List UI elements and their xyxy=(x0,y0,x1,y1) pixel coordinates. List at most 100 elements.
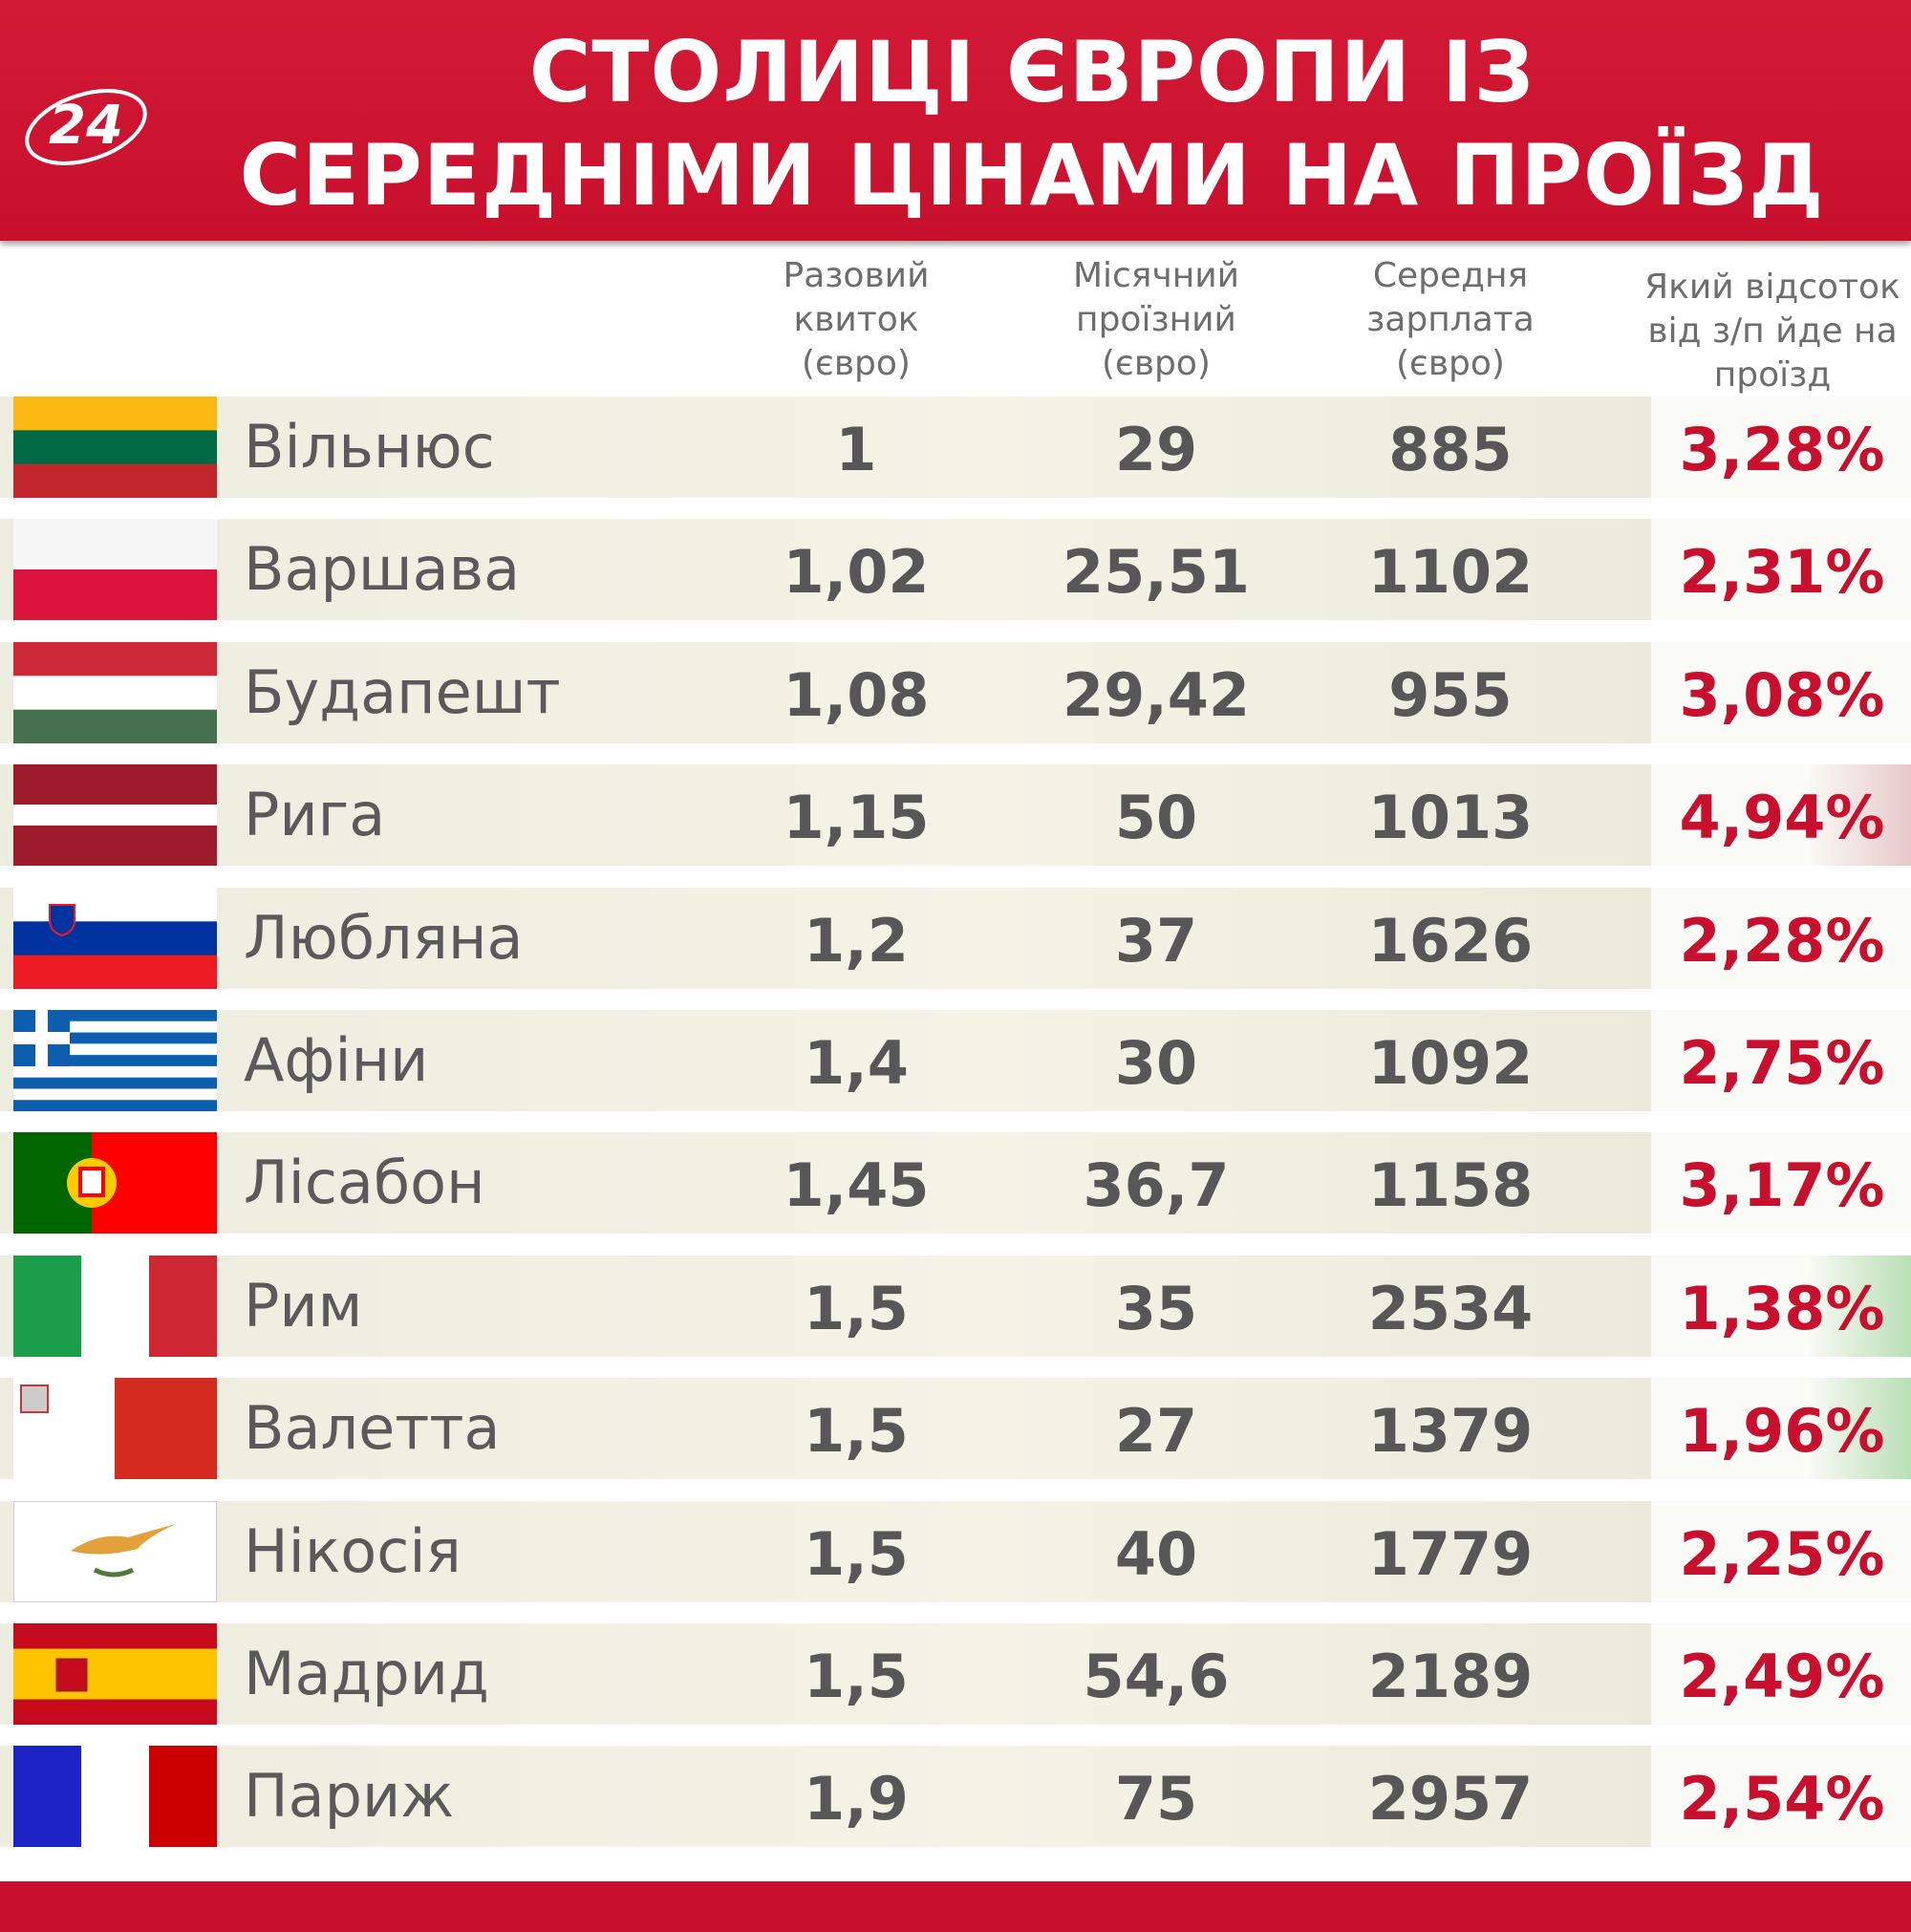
column-header-line: Місячний xyxy=(1072,256,1240,295)
row-background xyxy=(0,764,1651,867)
percent-value: 4,94% xyxy=(1679,783,1885,853)
cell-value: 1013 xyxy=(1367,783,1534,853)
cell-value: 2189 xyxy=(1367,1642,1534,1711)
flag xyxy=(13,1623,217,1726)
percent-background xyxy=(1651,1010,1911,1111)
row-background xyxy=(0,1132,1651,1234)
row-background xyxy=(0,519,1651,621)
logo-text: 24 xyxy=(49,95,123,157)
cell-value: 36,7 xyxy=(1083,1150,1230,1221)
cell-value: 29,42 xyxy=(1062,659,1251,730)
flag xyxy=(13,641,217,744)
percent-background xyxy=(1651,1255,1911,1357)
flag xyxy=(13,764,217,867)
column-header-line: (євро) xyxy=(1102,344,1211,383)
cell-value: 2957 xyxy=(1367,1764,1534,1835)
footer-band xyxy=(0,1881,1911,1932)
city-name: Лісабон xyxy=(244,1148,485,1218)
logo: 24 xyxy=(25,89,147,165)
cell-value: 1779 xyxy=(1367,1518,1534,1589)
column-header-line: проїзний xyxy=(1076,300,1236,339)
cell-value: 54,6 xyxy=(1083,1642,1230,1711)
cell-value: 1379 xyxy=(1367,1396,1534,1467)
cell-value: 1,5 xyxy=(804,1518,909,1589)
cell-value: 27 xyxy=(1114,1396,1198,1467)
flag-image xyxy=(13,1378,217,1480)
flag-image xyxy=(13,1623,217,1726)
flag-image xyxy=(13,764,217,867)
flag xyxy=(13,1255,218,1357)
percent-value: 3,08% xyxy=(1679,659,1885,730)
flag-image xyxy=(13,887,217,990)
city-name: Нікосія xyxy=(244,1515,462,1586)
cell-value: 885 xyxy=(1388,415,1513,484)
row-background xyxy=(0,887,1651,989)
city-name: Варшава xyxy=(244,534,521,605)
flag-image xyxy=(13,519,217,621)
cell-value: 37 xyxy=(1114,905,1198,976)
city-name: Рим xyxy=(244,1270,363,1341)
cell-value: 1,45 xyxy=(783,1150,930,1221)
city-name: Мадрид xyxy=(244,1639,489,1708)
flag xyxy=(13,1378,217,1480)
percent-value: 2,28% xyxy=(1679,905,1885,976)
column-header-line: (євро) xyxy=(802,344,911,383)
flag-image xyxy=(13,1010,217,1112)
percent-value: 1,38% xyxy=(1679,1273,1885,1343)
percent-value: 2,54% xyxy=(1679,1764,1885,1835)
flag-image xyxy=(13,1132,217,1234)
percent-value: 2,31% xyxy=(1679,537,1885,608)
column-header: Середня зарплата (євро) xyxy=(1307,254,1594,386)
percent-background xyxy=(1651,641,1911,743)
city-name: Любляна xyxy=(244,902,524,973)
cell-value: 30 xyxy=(1114,1028,1198,1098)
cell-value: 40 xyxy=(1114,1518,1198,1589)
percent-background xyxy=(1651,519,1911,621)
column-header-line: Який відсоток xyxy=(1644,268,1900,307)
percent-value: 2,49% xyxy=(1679,1642,1885,1711)
column-header: Який відсоток від з/п йде на проїзд xyxy=(1629,266,1911,397)
column-header: Місячний проїзний (євро) xyxy=(1013,254,1299,386)
city-name: Афіни xyxy=(244,1025,429,1095)
city-name: Будапешт xyxy=(244,656,561,727)
cell-value: 1158 xyxy=(1367,1150,1534,1221)
cell-value: 1,9 xyxy=(804,1764,909,1835)
cell-value: 1 xyxy=(835,415,877,484)
flag-image xyxy=(13,1255,218,1357)
percent-background xyxy=(1651,887,1911,989)
column-header-line: від з/п йде на xyxy=(1647,311,1898,351)
flag-image xyxy=(13,641,217,744)
column-header-line: проїзд xyxy=(1713,355,1832,395)
percent-value: 2,75% xyxy=(1679,1028,1885,1098)
header-band xyxy=(0,0,1911,241)
column-header-line: (євро) xyxy=(1396,344,1505,383)
cell-value: 1,5 xyxy=(804,1396,909,1467)
column-header-line: зарплата xyxy=(1366,300,1535,339)
percent-background xyxy=(1651,1746,1911,1848)
title-line: СТОЛИЦІ ЄВРОПИ ІЗ xyxy=(528,23,1535,121)
row-background xyxy=(0,397,1651,498)
percent-background xyxy=(1651,1500,1911,1602)
flag xyxy=(13,397,217,499)
row-background xyxy=(0,1378,1651,1480)
flag xyxy=(13,1746,218,1848)
city-name: Рига xyxy=(244,780,386,850)
cell-value: 1,2 xyxy=(804,905,909,976)
cell-value: 50 xyxy=(1114,783,1198,853)
percent-background xyxy=(1651,764,1911,867)
flag xyxy=(13,1010,217,1112)
cell-value: 1102 xyxy=(1367,537,1534,608)
row-background xyxy=(0,641,1651,743)
title-line: СЕРЕДНІМИ ЦІНАМИ НА ПРОЇЗД xyxy=(239,126,1825,225)
flag xyxy=(13,519,217,621)
flag xyxy=(12,1499,218,1603)
row-background xyxy=(0,1010,1651,1111)
cell-value: 2534 xyxy=(1367,1273,1534,1343)
percent-value: 3,28% xyxy=(1679,415,1885,484)
flag xyxy=(13,1132,217,1234)
flag xyxy=(13,887,217,990)
cell-value: 1092 xyxy=(1367,1028,1534,1098)
flag-image xyxy=(12,1499,218,1603)
percent-value: 2,25% xyxy=(1679,1518,1885,1589)
